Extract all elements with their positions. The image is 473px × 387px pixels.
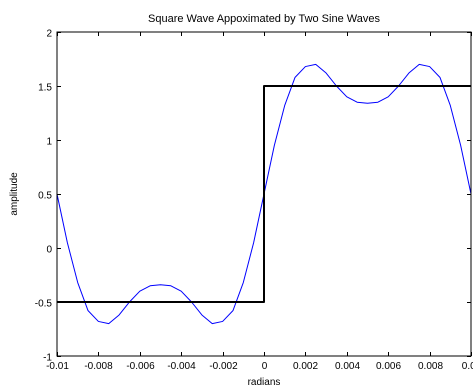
x-tick-label: -0.006 bbox=[126, 361, 155, 372]
x-tick-label: -0.01 bbox=[46, 361, 69, 372]
x-tick-label: -0.008 bbox=[84, 361, 113, 372]
x-tick-label: 0.006 bbox=[376, 361, 401, 372]
y-tick-label: 0 bbox=[46, 245, 52, 256]
y-tick-label: -1 bbox=[43, 353, 52, 364]
x-tick-label: -0.004 bbox=[167, 361, 196, 372]
x-tick-label: -0.002 bbox=[209, 361, 238, 372]
series-line-2 bbox=[57, 85, 471, 303]
axes-layer: -0.01 -0.008 -0.006 -0.004 -0.002 0 0.002 0.004… bbox=[35, 29, 473, 373]
y-tick-label: 1.5 bbox=[38, 83, 52, 94]
x-tick-label: 0.004 bbox=[335, 361, 360, 372]
y-tick-label: -0.5 bbox=[35, 299, 53, 310]
y-axis-label: amplitude bbox=[9, 172, 20, 216]
x-axis-label: radians bbox=[248, 377, 281, 387]
y-tick-label: 2 bbox=[46, 29, 52, 40]
y-tick-label: 0.5 bbox=[38, 191, 52, 202]
chart-title: Square Wave Appoximated by Two Sine Wave… bbox=[148, 13, 380, 25]
x-tick-label: 0.008 bbox=[418, 361, 443, 372]
series-layer bbox=[56, 63, 472, 325]
x-tick-label: 0.002 bbox=[293, 361, 318, 372]
x-tick-label: 0.01 bbox=[462, 361, 473, 372]
x-tick-label: 0 bbox=[262, 361, 268, 372]
y-tick-label: 1 bbox=[46, 137, 52, 148]
